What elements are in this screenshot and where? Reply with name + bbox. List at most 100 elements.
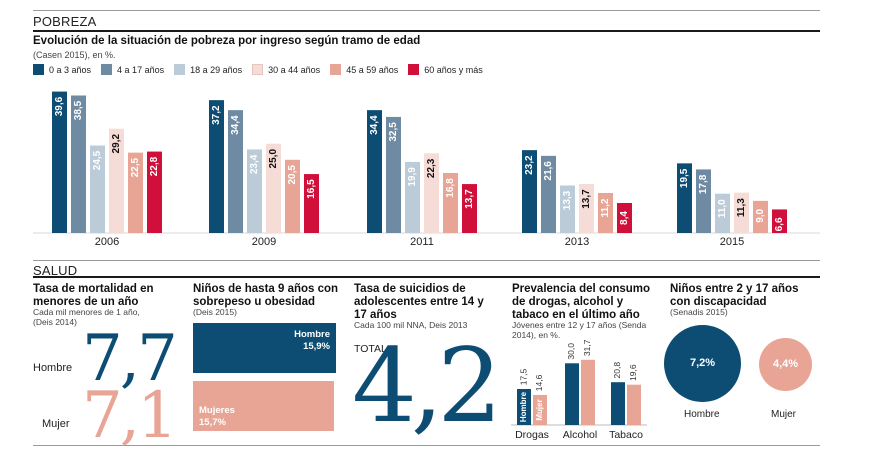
bar-value-label: 29,2 — [111, 134, 122, 154]
chart-legend: 0 a 3 años 4 a 17 años 18 a 29 años 30 a 44… — [33, 64, 493, 75]
suicidios-value: 4,2 — [352, 327, 502, 446]
bar-value-label: 23,4 — [249, 154, 260, 174]
sobrepeso-hombre-value: 15,9% — [303, 341, 330, 352]
bar — [405, 161, 420, 233]
legend-swatch — [33, 64, 44, 75]
discapacidad-subtitle: (Senadis 2015) — [670, 307, 728, 317]
drogas-subtitle: Jóvenes entre 12 y 17 años (Senda 2014),… — [512, 320, 646, 340]
x-tick-label: 2009 — [252, 236, 276, 248]
legend-item: 4 a 17 años — [101, 64, 164, 75]
bar — [522, 150, 537, 233]
suicidios-total-label: TOTAL — [354, 343, 387, 355]
x-tick-label: 2006 — [95, 236, 119, 248]
top-rule — [33, 10, 820, 11]
bar — [772, 209, 787, 233]
pobreza-bar-chart: 39,6 38,5 24,5 29,2 22,5 22,8 2006 37,2 34,4 23,4… — [33, 91, 820, 248]
bar — [209, 100, 224, 233]
discapacidad-hombre-value: 7,2% — [689, 357, 716, 369]
bar-value-label: 11,2 — [600, 198, 611, 217]
bar-value-label: 22,3 — [426, 158, 437, 178]
legend-swatch — [174, 64, 186, 75]
drogas-value-label: 20,8 — [612, 362, 622, 379]
discapacidad-hombre-circle: 7,2% — [664, 325, 741, 402]
bar — [147, 151, 162, 233]
discapacidad-hombre-label: Hombre — [684, 409, 720, 420]
drogas-subtitle-line: 2014), en %. — [512, 330, 561, 340]
sobrepeso-title: Niños de hasta 9 años con sobrepeso u ob… — [193, 283, 338, 309]
bar — [285, 159, 300, 233]
drogas-bar — [517, 389, 531, 425]
bar — [367, 110, 382, 233]
bar-value-label: 16,5 — [306, 179, 317, 199]
bar-value-label: 38,5 — [73, 100, 84, 120]
discapacidad-mujer-circle: 4,4% — [759, 338, 812, 391]
bar-value-label: 22,8 — [149, 156, 160, 176]
drogas-bar — [533, 394, 547, 425]
drogas-series-label: Hombre — [519, 391, 528, 422]
legend-item: 18 a 29 años — [174, 64, 242, 75]
x-tick-label: 2015 — [720, 236, 744, 248]
bar — [579, 184, 594, 233]
bar — [71, 95, 86, 233]
bar — [443, 173, 458, 233]
suicidios-title-line: adolescentes entre 14 y — [354, 296, 484, 308]
legend-swatch — [330, 64, 342, 75]
drogas-value-label: 30,0 — [566, 343, 576, 360]
bar-value-label: 21,6 — [543, 161, 554, 181]
bar — [753, 200, 768, 233]
bar — [266, 143, 281, 233]
legend-item: 30 a 44 años — [252, 64, 320, 75]
bar-value-label: 39,6 — [54, 96, 65, 116]
drogas-category-label: Drogas — [515, 429, 549, 441]
bar-value-label: 20,5 — [287, 165, 298, 185]
drogas-bar — [565, 363, 579, 425]
bar — [128, 152, 143, 233]
drogas-bar — [611, 382, 625, 425]
legend-swatch — [101, 64, 113, 75]
bottom-rule — [33, 445, 820, 446]
bar-value-label: 19,9 — [407, 167, 418, 187]
mortalidad-mujer-label: Mujer — [42, 418, 70, 430]
mortalidad-title-line: Tasa de mortalidad en — [33, 283, 154, 295]
legend-label: 0 a 3 años — [49, 64, 92, 75]
mortalidad-title: Tasa de mortalidad en menores de un año — [33, 283, 154, 309]
discapacidad-mujer-label: Mujer — [771, 409, 797, 420]
legend-label: 18 a 29 años — [190, 64, 243, 75]
drogas-subtitle-line: Jóvenes entre 12 y 17 años (Senda — [512, 320, 647, 330]
mortalidad-subtitle-line: Cada mil menores de 1 año, — [33, 307, 140, 317]
drogas-category-label: Tabaco — [609, 429, 643, 441]
bar-value-label: 11,3 — [736, 198, 747, 217]
sobrepeso-hombre-label: Hombre — [294, 329, 330, 340]
bar-value-label: 6,6 — [774, 217, 785, 231]
bar — [386, 116, 401, 233]
mortalidad-hombre-label: Hombre — [33, 362, 73, 374]
bar-value-label: 34,4 — [369, 115, 380, 135]
drogas-title: Prevalencia del consumo de drogas, alcoh… — [512, 283, 650, 322]
salud-top-rule — [33, 260, 820, 261]
bar-value-label: 13,7 — [464, 189, 475, 209]
bar — [617, 203, 632, 233]
sobrepeso-mujeres-label: Mujeres — [199, 405, 235, 416]
bar — [52, 91, 67, 233]
bar — [715, 193, 730, 233]
drogas-value-label: 31,7 — [582, 339, 592, 356]
bar-value-label: 22,5 — [130, 157, 141, 177]
drogas-bar — [627, 384, 641, 425]
drogas-series-label: Mujer — [535, 399, 544, 420]
bar — [304, 174, 319, 233]
bar-value-label: 37,2 — [211, 105, 222, 125]
bar — [462, 184, 477, 233]
discapacidad-title: Niños entre 2 y 17 años con discapacidad — [670, 283, 798, 309]
drogas-value-label: 14,6 — [534, 374, 544, 391]
mortalidad-subtitle: Cada mil menores de 1 año, (Deis 2014) — [33, 307, 140, 327]
sobrepeso-subtitle: (Deis 2015) — [193, 307, 237, 317]
bar — [247, 149, 262, 233]
pobreza-chart-subtitle: (Casen 2015), en %. — [33, 50, 116, 60]
sobrepeso-mujeres-value: 15,7% — [199, 417, 226, 428]
bar — [734, 192, 749, 233]
section-title-salud: SALUD — [33, 263, 78, 278]
drogas-title-line: Prevalencia del consumo — [512, 283, 651, 295]
bar-value-label: 16,8 — [445, 178, 456, 198]
drogas-category-label: Alcohol — [563, 429, 597, 441]
discapacidad-title-line: con discapacidad — [670, 296, 767, 308]
